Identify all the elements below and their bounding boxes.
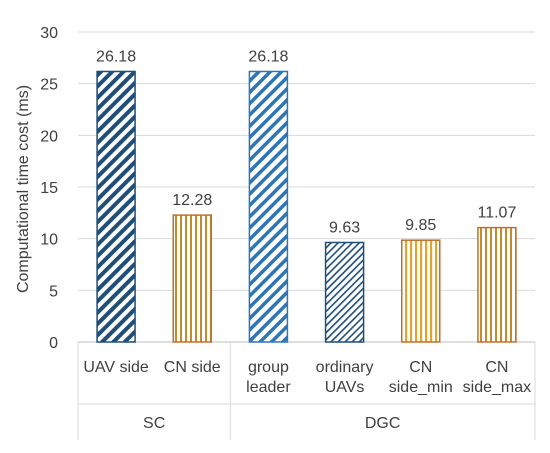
gridlines — [78, 31, 535, 343]
x-tick-label: CN — [409, 359, 432, 376]
y-tick-labels: 0 5 10 15 20 25 30 — [40, 25, 58, 352]
data-label: 26.18 — [96, 48, 136, 65]
bar — [324, 241, 365, 343]
x-tick-label: CN side — [164, 359, 221, 376]
value-labels: 26.18 12.28 26.18 9.63 9.85 11.07 — [96, 48, 516, 236]
data-label: 26.18 — [248, 48, 288, 65]
y-tick-label: 30 — [40, 25, 58, 42]
bar — [477, 226, 517, 343]
y-tick-label: 20 — [40, 128, 58, 145]
x-axis: UAV side CN side group leader ordinary UAVs CN… — [77, 342, 536, 440]
data-label: 11.07 — [477, 205, 516, 222]
bar — [96, 70, 136, 343]
data-label: 9.85 — [405, 217, 436, 234]
bars — [96, 70, 517, 343]
bar — [401, 239, 441, 343]
y-tick-label: 10 — [40, 232, 58, 249]
x-tick-label: UAVs — [325, 379, 365, 396]
x-tick-label: side_max — [463, 379, 531, 396]
x-tick-label: side_min — [389, 379, 453, 396]
group-label: SC — [143, 415, 165, 432]
bar — [248, 70, 289, 343]
data-label: 12.28 — [172, 192, 212, 209]
data-label: 9.63 — [329, 219, 360, 236]
y-tick-label: 15 — [40, 180, 58, 197]
y-tick-label: 25 — [40, 77, 58, 94]
y-axis-title: Computational time cost (ms) — [15, 85, 32, 293]
y-tick-label: 0 — [49, 335, 58, 352]
x-tick-label: UAV side — [83, 359, 149, 376]
x-tick-label: ordinary — [316, 359, 374, 376]
group-label: DGC — [365, 415, 401, 432]
x-tick-label: group — [248, 359, 289, 376]
y-tick-label: 5 — [49, 283, 58, 300]
x-tick-label: leader — [246, 379, 291, 396]
x-tick-label: CN — [485, 359, 508, 376]
bar — [172, 214, 212, 343]
